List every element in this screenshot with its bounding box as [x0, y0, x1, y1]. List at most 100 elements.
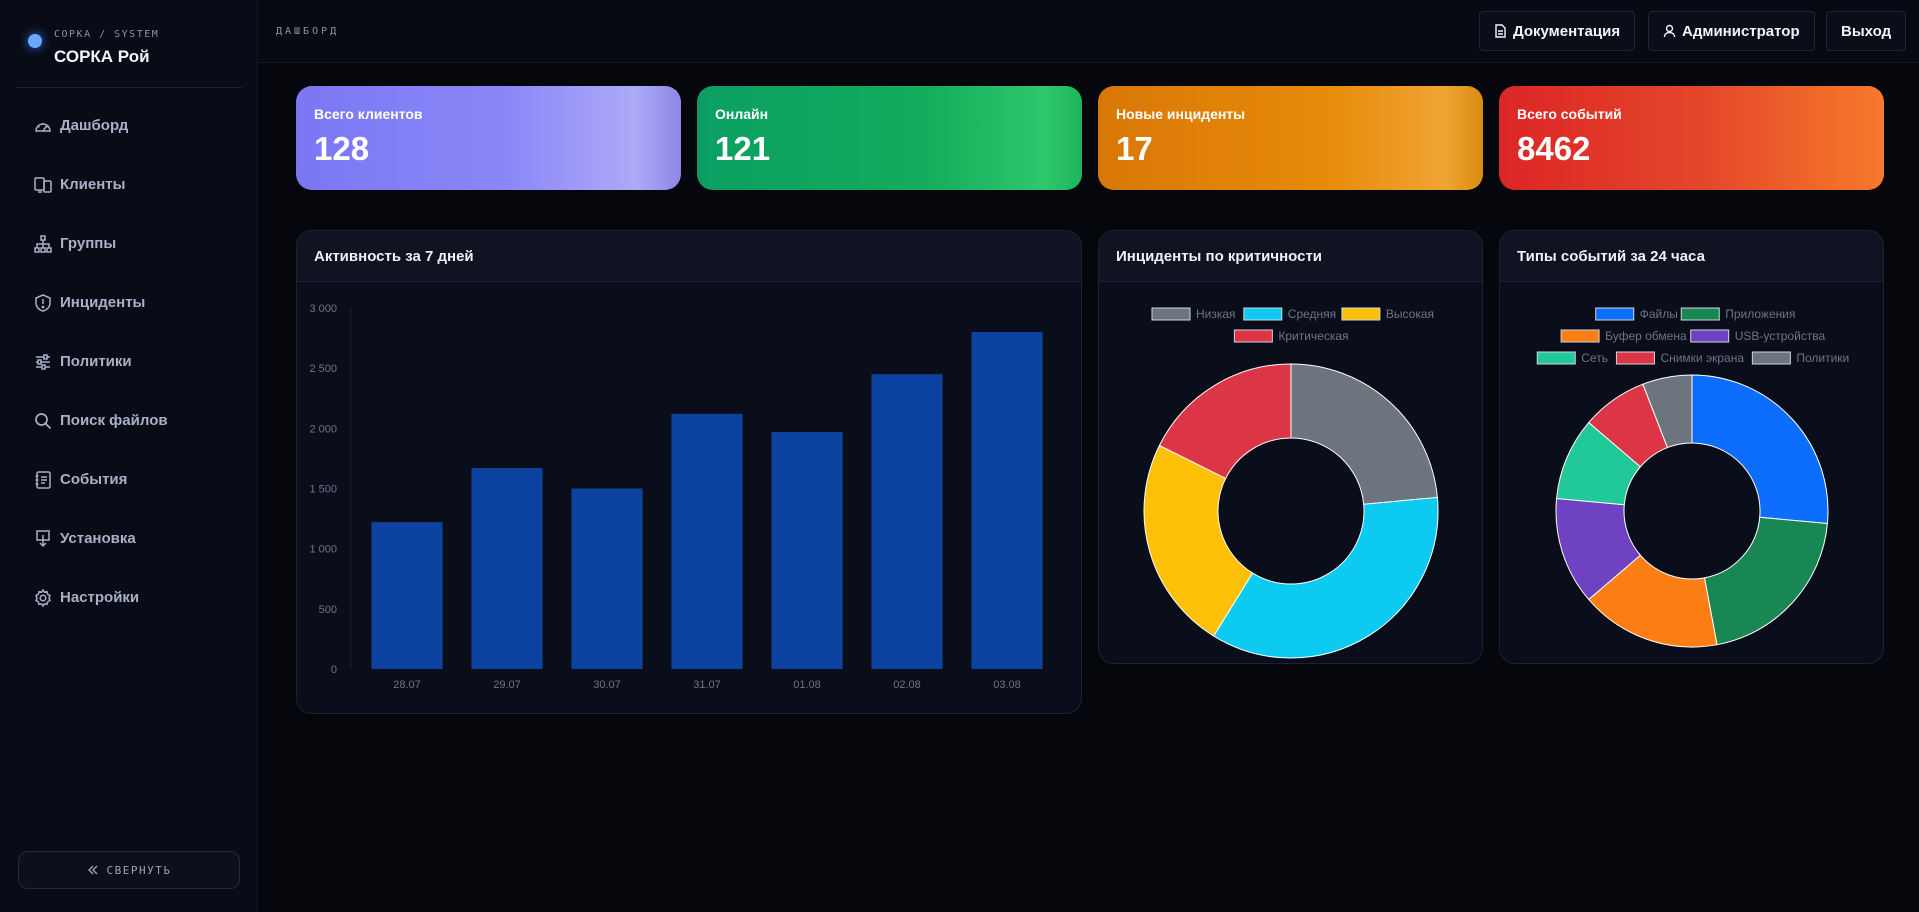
gear-icon	[33, 588, 53, 608]
stat-card-total-events: Всего событий 8462	[1499, 86, 1884, 190]
legend-swatch	[1233, 329, 1273, 343]
stat-card-online: Онлайн 121	[697, 86, 1082, 190]
bar	[771, 431, 843, 669]
sidebar-nav: Дашборд Клиенты Группы Инциденты Политик…	[0, 96, 258, 627]
stat-value: 121	[715, 130, 771, 167]
sidebar-item-label: Настройки	[60, 589, 140, 606]
stat-card-total-clients: Всего клиентов 128	[296, 86, 681, 190]
bar	[871, 374, 943, 669]
shield-alert-icon	[33, 293, 53, 313]
panel-title: Типы событий за 24 часа	[1500, 231, 1883, 282]
user-icon	[1663, 24, 1676, 38]
y-tick-label: 2 000	[309, 423, 337, 435]
logout-button[interactable]: Выход	[1826, 11, 1907, 51]
legend-swatch	[1243, 307, 1283, 321]
journal-icon	[33, 470, 53, 490]
y-tick-label: 3 000	[309, 303, 337, 315]
stat-label: Всего событий	[1517, 106, 1622, 122]
y-tick-label: 500	[319, 604, 337, 616]
sidebar-item-label: Политики	[60, 353, 132, 370]
sidebar-item-label: События	[60, 471, 128, 488]
sidebar-item-label: Поиск файлов	[60, 412, 168, 429]
legend-swatch	[1560, 329, 1600, 343]
donut-slice	[1158, 363, 1292, 480]
panel-title: Активность за 7 дней	[297, 231, 1081, 282]
sidebar-item-dashboard[interactable]: Дашборд	[0, 96, 258, 155]
x-tick-label: 29.07	[493, 679, 521, 691]
stat-label: Всего клиентов	[314, 106, 423, 122]
legend-swatch	[1341, 307, 1381, 321]
sidebar-item-groups[interactable]: Группы	[0, 214, 258, 273]
sidebar-item-label: Дашборд	[60, 117, 129, 134]
x-tick-label: 03.08	[993, 679, 1021, 691]
sidebar: СОРКА / SYSTEM СОРКА Рой Дашборд Клиенты…	[0, 0, 258, 912]
install-icon	[33, 529, 53, 549]
brand-logo-dot	[28, 34, 42, 48]
sidebar-item-settings[interactable]: Настройки	[0, 568, 258, 627]
brand-title: СОРКА Рой	[54, 47, 150, 66]
donut-slice	[1642, 374, 1693, 449]
incidents-panel: Инциденты по критичности Низкая Средняя Вы…	[1098, 230, 1483, 664]
donut-slice	[1143, 444, 1254, 637]
docs-button[interactable]: Документация	[1479, 11, 1636, 51]
chevrons-left-icon	[87, 865, 97, 875]
sidebar-item-clients[interactable]: Клиенты	[0, 155, 258, 214]
bar	[371, 522, 443, 669]
legend-label: Низкая	[1196, 307, 1236, 321]
legend-swatch	[1680, 307, 1720, 321]
events-panel: Типы событий за 24 часа Файлы Приложения Б…	[1499, 230, 1884, 664]
gauge-icon	[33, 116, 53, 136]
legend-label: USB-устройства	[1735, 329, 1826, 343]
donut-slice	[1212, 496, 1439, 659]
legend-label: Критическая	[1278, 329, 1348, 343]
legend-swatch	[1151, 307, 1191, 321]
legend-swatch	[1615, 351, 1655, 365]
panel-title: Инциденты по критичности	[1099, 231, 1482, 282]
legend-label: Снимки экрана	[1660, 351, 1744, 365]
y-tick-label: 2 500	[309, 363, 337, 375]
legend-swatch	[1751, 351, 1791, 365]
y-tick-label: 1 500	[309, 484, 337, 496]
bar	[671, 413, 743, 669]
sidebar-item-install[interactable]: Установка	[0, 509, 258, 568]
x-tick-label: 28.07	[393, 679, 421, 691]
legend-swatch	[1595, 307, 1635, 321]
sidebar-divider	[16, 87, 242, 88]
stat-value: 17	[1116, 130, 1153, 167]
legend-label: Средняя	[1288, 307, 1336, 321]
sidebar-item-label: Клиенты	[60, 176, 126, 193]
legend-label: Сеть	[1581, 351, 1608, 365]
brand-subtitle: СОРКА / SYSTEM	[54, 29, 160, 40]
bar	[971, 332, 1043, 669]
admin-button[interactable]: Администратор	[1648, 11, 1815, 51]
x-tick-label: 31.07	[693, 679, 721, 691]
sidebar-item-incidents[interactable]: Инциденты	[0, 273, 258, 332]
sidebar-item-label: Установка	[60, 530, 136, 547]
sidebar-item-label: Группы	[60, 235, 117, 252]
incidents-donut-chart: Низкая Средняя Высокая Критическая	[1143, 307, 1439, 659]
legend-label: Файлы	[1640, 307, 1678, 321]
x-tick-label: 02.08	[893, 679, 921, 691]
devices-icon	[33, 175, 53, 195]
bar	[571, 488, 643, 669]
search-icon	[33, 411, 53, 431]
sidebar-item-policies[interactable]: Политики	[0, 332, 258, 391]
activity-panel: Активность за 7 дней 0 500 1 000 1 500 2 000…	[296, 230, 1082, 714]
topbar: ДАШБОРД Документация Администратор Выход	[259, 0, 1919, 63]
legend-label: Буфер обмена	[1605, 329, 1687, 343]
legend-swatch	[1536, 351, 1576, 365]
sidebar-item-events[interactable]: События	[0, 450, 258, 509]
legend-label: Политики	[1796, 351, 1849, 365]
collapse-sidebar-button[interactable]: СВЕРНУТЬ	[18, 851, 240, 889]
document-icon	[1495, 24, 1506, 38]
sliders-icon	[33, 352, 53, 372]
sidebar-item-file-search[interactable]: Поиск файлов	[0, 391, 258, 450]
donut-slice	[1691, 374, 1829, 525]
hierarchy-icon	[33, 234, 53, 254]
collapse-label: СВЕРНУТЬ	[106, 863, 172, 877]
logout-button-label: Выход	[1841, 22, 1892, 40]
activity-bar-chart: 0 500 1 000 1 500 2 000 2 500 3 000 28.07 29.07 3…	[309, 303, 1043, 691]
donut-slice	[1290, 363, 1438, 505]
stat-label: Онлайн	[715, 106, 769, 122]
stat-card-new-incidents: Новые инциденты 17	[1098, 86, 1483, 190]
